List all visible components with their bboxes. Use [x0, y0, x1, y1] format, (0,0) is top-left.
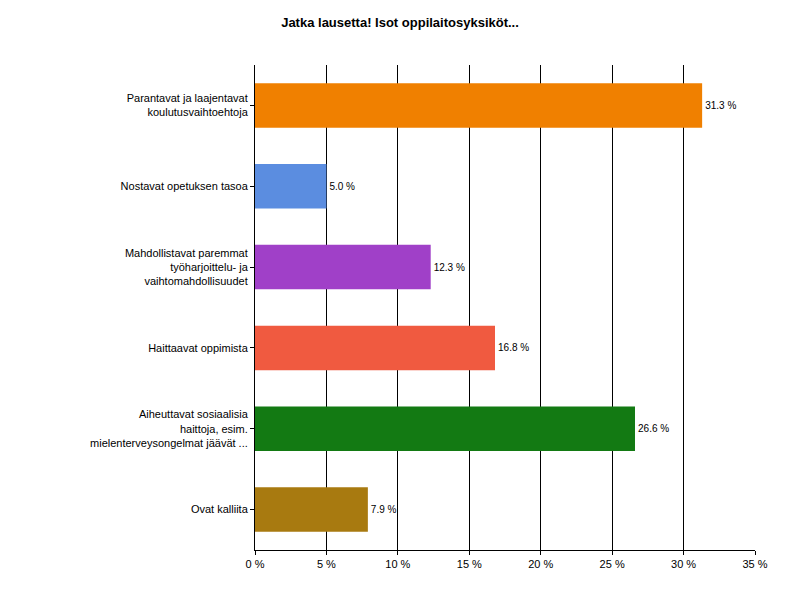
svg-text:5 %: 5 % — [317, 558, 336, 570]
svg-text:Nostavat opetuksen tasoa: Nostavat opetuksen tasoa — [121, 180, 249, 192]
svg-text:Haittaavat oppimista: Haittaavat oppimista — [148, 342, 249, 354]
svg-text:Parantavat ja laajentavatkoulu: Parantavat ja laajentavatkoulutusvaihtoe… — [127, 92, 249, 118]
svg-text:Aiheuttavat sosiaalisiahaittoj: Aiheuttavat sosiaalisiahaittoja, esim.mi… — [90, 408, 249, 449]
svg-text:12.3 %: 12.3 % — [434, 262, 465, 273]
svg-text:31.3 %: 31.3 % — [705, 100, 736, 111]
svg-text:15 %: 15 % — [457, 558, 482, 570]
svg-text:35 %: 35 % — [742, 558, 767, 570]
svg-text:25 %: 25 % — [600, 558, 625, 570]
svg-text:20 %: 20 % — [528, 558, 553, 570]
svg-text:30 %: 30 % — [671, 558, 696, 570]
svg-text:10 %: 10 % — [385, 558, 410, 570]
svg-text:0 %: 0 % — [246, 558, 265, 570]
svg-text:5.0 %: 5.0 % — [329, 181, 355, 192]
svg-text:16.8 %: 16.8 % — [498, 342, 529, 353]
svg-text:Ovat kalliita: Ovat kalliita — [191, 503, 249, 515]
svg-text:Jatka lausetta! Isot oppilaito: Jatka lausetta! Isot oppilaitosyksiköt..… — [281, 15, 519, 30]
svg-text:7.9 %: 7.9 % — [371, 504, 397, 515]
svg-text:26.6 %: 26.6 % — [638, 423, 669, 434]
svg-text:Mahdollistavat paremmattyöharj: Mahdollistavat paremmattyöharjoittelu- j… — [125, 247, 249, 288]
